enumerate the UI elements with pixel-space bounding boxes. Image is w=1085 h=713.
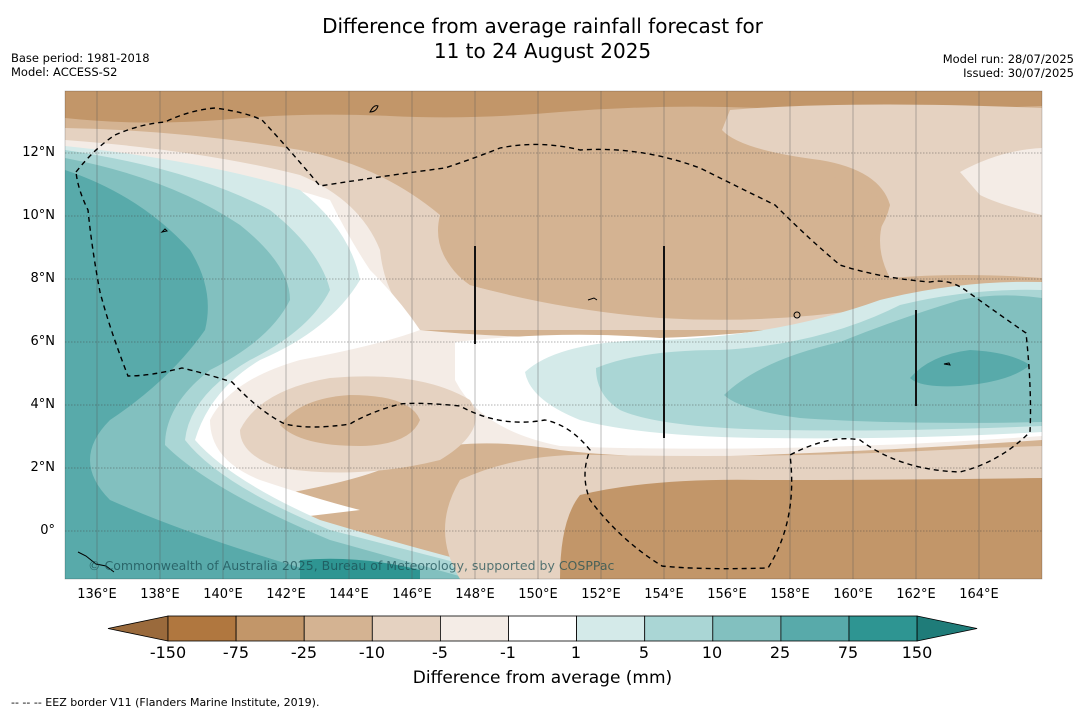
title-line-1: Difference from average rainfall forecas… [322, 14, 763, 38]
colorbar-tick-150: 150 [901, 643, 933, 662]
colorbar-arrow-left [107, 615, 169, 642]
colorbar-tick-m5: -5 [432, 643, 448, 662]
colorbar-tick-5: 5 [638, 643, 650, 662]
lon-label-148e: 148°E [455, 587, 495, 602]
light-area-ne [722, 104, 1042, 278]
lon-label-150e: 150°E [518, 587, 558, 602]
colorbar-tick-10: 10 [701, 643, 723, 662]
colorbar-tick-75: 75 [837, 643, 859, 662]
lon-label-146e: 146°E [392, 587, 432, 602]
colorbar-tick-m150: -150 [149, 643, 187, 662]
lon-label-154e: 154°E [644, 587, 684, 602]
colorbar-cell [712, 615, 782, 642]
lon-label-160e: 160°E [833, 587, 873, 602]
colorbar-cell [644, 615, 714, 642]
wet-lobe-west-4 [65, 170, 340, 579]
meta-left: Base period: 1981-2018 Model: ACCESS-S2 [11, 51, 150, 79]
colorbar-arrow-right [916, 615, 978, 642]
colorbar-tick-m10: -10 [358, 643, 386, 662]
colorbar-cell [303, 615, 373, 642]
colorbar-tick-1: 1 [570, 643, 582, 662]
colorbar-cell [439, 615, 509, 642]
colorbar-cell [167, 615, 237, 642]
lat-label-8n: 8°N [30, 271, 56, 286]
model-run: Model run: 28/07/2025 [942, 52, 1074, 66]
lon-label-164e: 164°E [959, 587, 999, 602]
wet-tongue-east-3 [724, 295, 1042, 423]
lat-label-12n: 12°N [22, 145, 55, 160]
colorbar-cell [576, 615, 646, 642]
sector-lines [474, 246, 917, 438]
colorbar-tick-m1: -1 [500, 643, 516, 662]
copyright-notice: © Commonwealth of Australia 2025, Bureau… [88, 558, 615, 573]
islands [77, 105, 951, 573]
lat-label-0: 0° [40, 523, 55, 538]
dry-region-south-core [560, 478, 1042, 579]
lat-label-10n: 10°N [22, 208, 55, 223]
lat-label-2n: 2°N [30, 460, 56, 475]
model-name: Model: ACCESS-S2 [11, 65, 118, 79]
lat-label-4n: 4°N [30, 397, 56, 412]
map-frame [64, 90, 1043, 580]
lat-label-6n: 6°N [30, 334, 56, 349]
pale-area-ne [960, 148, 1042, 215]
colorbar-tick-m25: -25 [290, 643, 318, 662]
colorbar-cell [508, 615, 577, 642]
lon-label-140e: 140°E [203, 587, 243, 602]
colorbar-cell [235, 615, 305, 642]
colorbar-tick-25: 25 [769, 643, 791, 662]
meta-right: Model run: 28/07/2025 Issued: 30/07/2025 [943, 52, 1074, 80]
lon-label-142e: 142°E [266, 587, 306, 602]
rainfall-anomaly-field [65, 91, 1042, 579]
colorbar-cells [107, 615, 978, 642]
colorbar-cell [780, 615, 850, 642]
lon-label-162e: 162°E [896, 587, 936, 602]
wet-lobe-west-5 [300, 558, 420, 579]
lon-label-152e: 152°E [581, 587, 621, 602]
colorbar-cell [371, 615, 441, 642]
dry-core-central-north [440, 145, 890, 305]
colorbar-label: Difference from average (mm) [412, 668, 673, 688]
colorbar-tick-m75: -75 [222, 643, 250, 662]
colorbar-cell [848, 615, 918, 642]
issued-date: Issued: 30/07/2025 [963, 66, 1074, 80]
map-title: Difference from average rainfall forecas… [0, 14, 1085, 64]
title-line-2: 11 to 24 August 2025 [433, 39, 652, 63]
wet-tongue-east-4 [910, 350, 1030, 387]
eez-border [75, 107, 1032, 570]
lon-label-144e: 144°E [329, 587, 369, 602]
base-period: Base period: 1981-2018 [11, 51, 150, 65]
dry-band-north [65, 91, 1042, 123]
eez-note: -- -- -- EEZ border V11 (Flanders Marine… [11, 696, 320, 709]
grid [65, 152, 1042, 532]
lon-label-158e: 158°E [770, 587, 810, 602]
lon-label-156e: 156°E [707, 587, 747, 602]
lon-label-138e: 138°E [140, 587, 180, 602]
lon-label-136e: 136°E [77, 587, 117, 602]
